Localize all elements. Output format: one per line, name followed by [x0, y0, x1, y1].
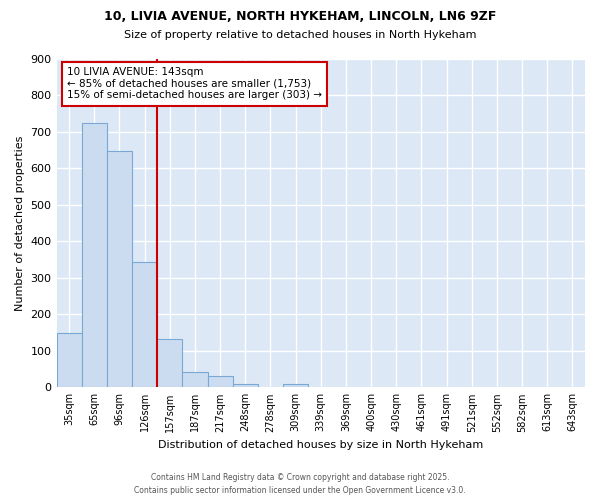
- Bar: [107, 151, 132, 388]
- Text: 10 LIVIA AVENUE: 143sqm
← 85% of detached houses are smaller (1,753)
15% of semi: 10 LIVIA AVENUE: 143sqm ← 85% of detache…: [67, 67, 322, 100]
- Y-axis label: Number of detached properties: Number of detached properties: [15, 136, 25, 311]
- Bar: [233, 384, 258, 388]
- Bar: [82, 123, 107, 388]
- Bar: [208, 376, 233, 388]
- Text: Size of property relative to detached houses in North Hykeham: Size of property relative to detached ho…: [124, 30, 476, 40]
- Bar: [182, 372, 208, 388]
- Text: Contains HM Land Registry data © Crown copyright and database right 2025.
Contai: Contains HM Land Registry data © Crown c…: [134, 474, 466, 495]
- Bar: [283, 384, 308, 388]
- Bar: [157, 339, 182, 388]
- Bar: [56, 332, 82, 388]
- Text: 10, LIVIA AVENUE, NORTH HYKEHAM, LINCOLN, LN6 9ZF: 10, LIVIA AVENUE, NORTH HYKEHAM, LINCOLN…: [104, 10, 496, 23]
- Bar: [132, 262, 157, 388]
- X-axis label: Distribution of detached houses by size in North Hykeham: Distribution of detached houses by size …: [158, 440, 484, 450]
